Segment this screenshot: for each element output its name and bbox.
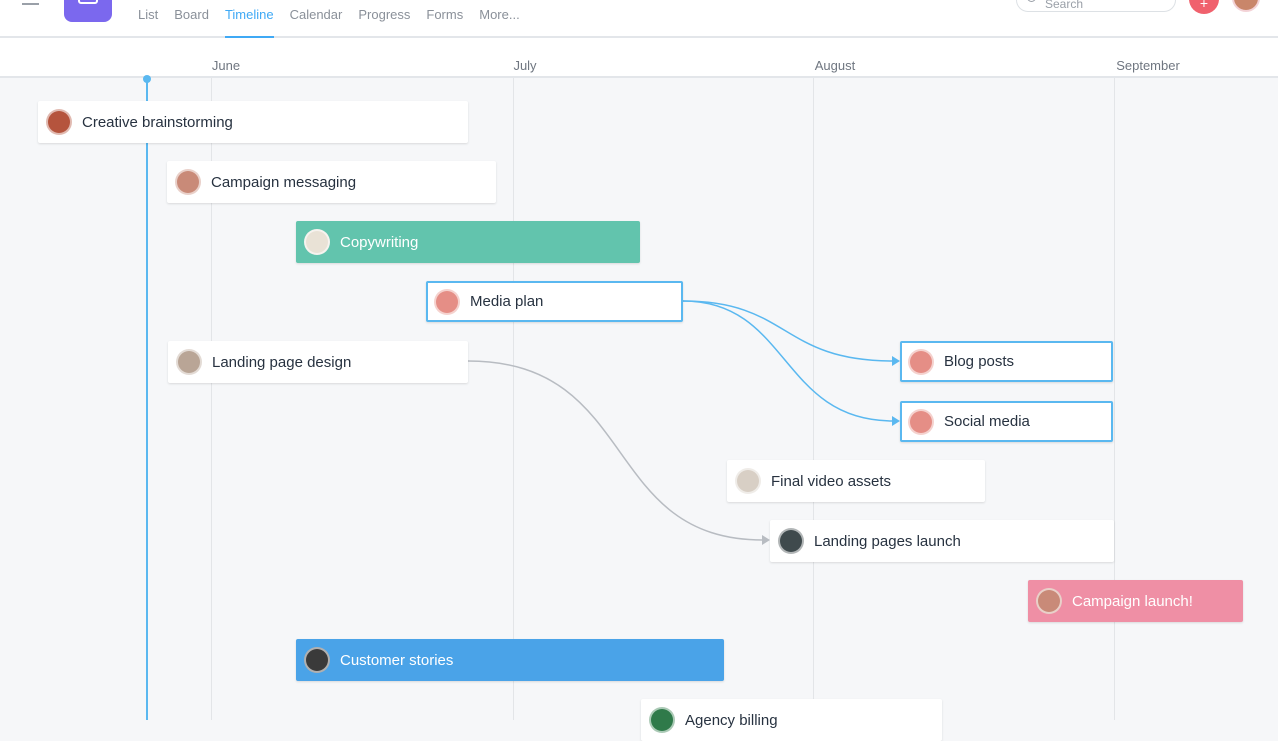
- task-name: Creative brainstorming: [82, 113, 233, 131]
- month-september: September: [1116, 58, 1180, 73]
- today-marker: [143, 75, 151, 83]
- task-name: Landing pages launch: [814, 532, 961, 550]
- month-june: June: [211, 58, 241, 73]
- assignee-avatar: [304, 229, 330, 255]
- dependency-landing: [467, 360, 764, 541]
- task-bar[interactable]: Campaign launch!: [1028, 580, 1243, 622]
- task-bar[interactable]: Agency billing: [641, 699, 942, 741]
- task-bar[interactable]: Blog posts: [900, 341, 1113, 382]
- month-header: June July August September: [0, 38, 1278, 78]
- task-bar[interactable]: Landing pages launch: [770, 520, 1114, 562]
- assignee-avatar: [304, 647, 330, 673]
- assignee-avatar: [176, 349, 202, 375]
- tab-list[interactable]: List: [138, 7, 159, 22]
- today-line: [146, 78, 148, 720]
- tab-progress[interactable]: Progress: [358, 7, 411, 22]
- dependency-connectors: [467, 300, 900, 545]
- assignee-avatar: [649, 707, 675, 733]
- assignee-avatar: [735, 468, 761, 494]
- assignee-avatar: [908, 408, 934, 435]
- task-name: Campaign messaging: [211, 173, 357, 191]
- top-bar: List Board Timeline Calendar Progress Fo…: [0, 0, 1278, 38]
- task-name: Media plan: [470, 293, 544, 310]
- task-bar[interactable]: Customer stories: [296, 639, 724, 681]
- task-bar[interactable]: Campaign messaging: [167, 161, 496, 203]
- arrow-icon: [762, 535, 770, 545]
- task-name: Copywriting: [340, 233, 419, 251]
- menu-icon[interactable]: [22, 3, 39, 5]
- task-bar[interactable]: Landing page design: [168, 341, 468, 383]
- task-name: Landing page design: [212, 353, 352, 371]
- dependency-media-social: [682, 300, 894, 422]
- task-name: Agency billing: [685, 711, 778, 729]
- gridline: [211, 78, 212, 720]
- tab-calendar[interactable]: Calendar: [289, 7, 343, 22]
- tab-more[interactable]: More...: [479, 7, 520, 22]
- task-name: Customer stories: [340, 651, 454, 669]
- task-name: Campaign launch!: [1072, 592, 1193, 610]
- tab-board[interactable]: Board: [174, 7, 209, 22]
- arrow-icon: [892, 356, 900, 366]
- task-bar[interactable]: Copywriting: [296, 221, 640, 263]
- task-bar[interactable]: Media plan: [426, 281, 683, 322]
- dependency-media-blog: [682, 300, 894, 362]
- project-icon[interactable]: [64, 0, 112, 22]
- arrow-icon: [892, 416, 900, 426]
- tab-forms[interactable]: Forms: [426, 7, 464, 22]
- assignee-avatar: [434, 288, 460, 315]
- task-name: Social media: [944, 413, 1030, 430]
- task-name: Final video assets: [771, 472, 892, 490]
- task-bar[interactable]: Social media: [900, 401, 1113, 442]
- month-august: August: [814, 58, 856, 73]
- task-name: Blog posts: [944, 353, 1015, 370]
- search-placeholder: Search: [1045, 0, 1084, 11]
- task-bar[interactable]: Final video assets: [727, 460, 985, 502]
- assignee-avatar: [175, 169, 201, 195]
- assignee-avatar: [1036, 588, 1062, 614]
- assignee-avatar: [778, 528, 804, 554]
- gridline: [513, 78, 514, 720]
- assignee-avatar: [908, 348, 934, 375]
- gridline: [813, 78, 814, 720]
- month-july: July: [513, 58, 537, 73]
- add-button[interactable]: +: [1189, 0, 1219, 14]
- assignee-avatar: [46, 109, 72, 135]
- task-bar[interactable]: Creative brainstorming: [38, 101, 468, 143]
- gridline: [1114, 78, 1115, 720]
- view-tabs: List Board Timeline Calendar Progress Fo…: [138, 7, 536, 38]
- tab-timeline[interactable]: Timeline: [224, 7, 274, 38]
